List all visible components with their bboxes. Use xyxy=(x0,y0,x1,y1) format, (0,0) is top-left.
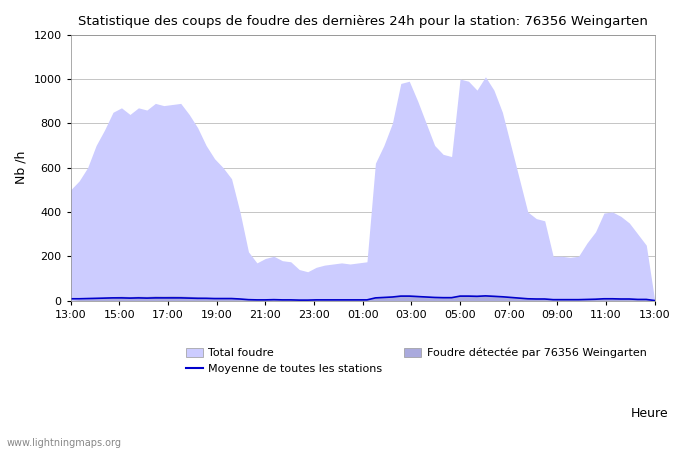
Y-axis label: Nb /h: Nb /h xyxy=(15,151,28,184)
Title: Statistique des coups de foudre des dernières 24h pour la station: 76356 Weingar: Statistique des coups de foudre des dern… xyxy=(78,15,648,28)
Legend: Total foudre, Moyenne de toutes les stations, Foudre détectée par 76356 Weingart: Total foudre, Moyenne de toutes les stat… xyxy=(181,343,651,379)
Text: www.lightningmaps.org: www.lightningmaps.org xyxy=(7,438,122,448)
Text: Heure: Heure xyxy=(631,407,668,420)
